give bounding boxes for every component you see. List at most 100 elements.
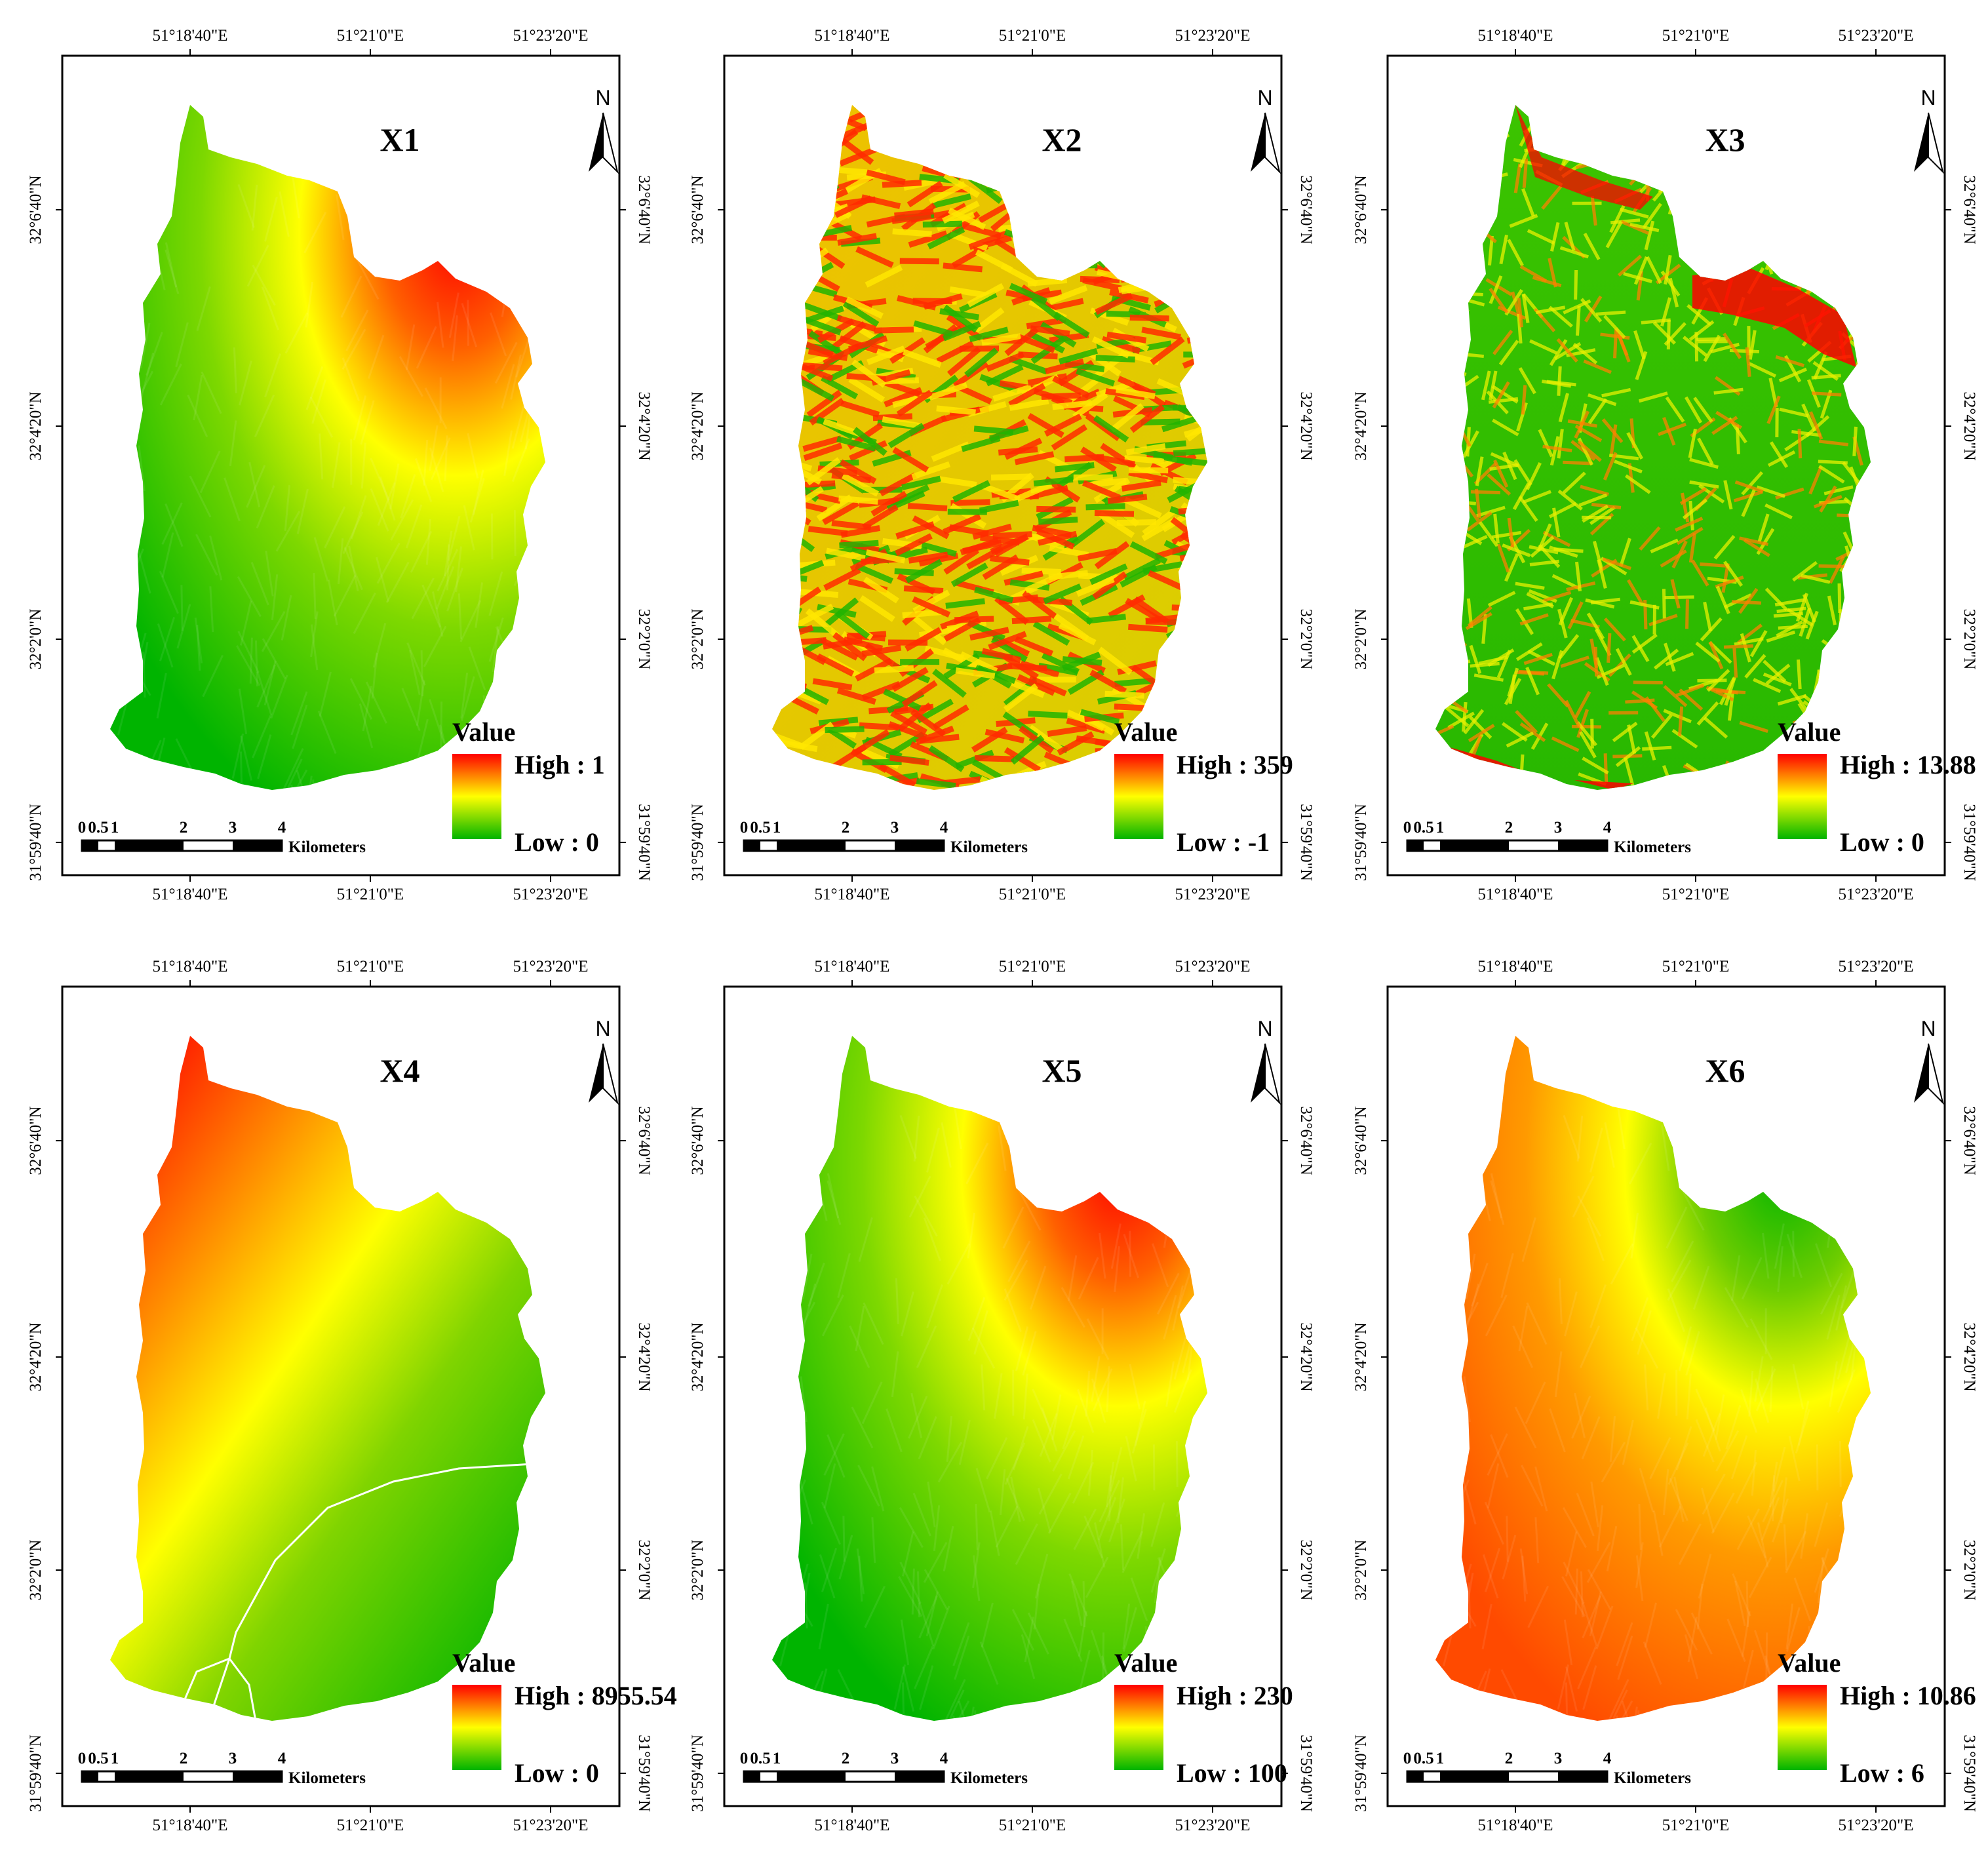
scale-bar-tick-label: 0.5 — [88, 819, 108, 836]
y-coordinate-label-left: 32°6'40"N — [1352, 1106, 1370, 1175]
x-coordinate-label-bottom: 51°18'40"E — [1478, 1817, 1553, 1834]
scale-bar-tick-label: 0 — [78, 819, 87, 836]
x-coordinate-label-top: 51°18'40"E — [1478, 27, 1553, 45]
x-coordinate-label-top: 51°21'0"E — [999, 958, 1066, 975]
scale-bar-tick-label: 1 — [1436, 1750, 1445, 1767]
svg-text:N: N — [1920, 86, 1936, 109]
legend-color-ramp — [452, 754, 501, 839]
y-coordinate-label-left: 32°2'0"N — [1352, 609, 1370, 670]
legend-low-value: Low : -1 — [1177, 827, 1270, 857]
legend-color-ramp — [1778, 1685, 1827, 1770]
x-coordinate-label-top: 51°23'20"E — [1175, 27, 1251, 45]
y-coordinate-label-left: 32°4'20"N — [27, 1322, 45, 1391]
x-coordinate-label-top: 51°18'40"E — [815, 958, 890, 975]
y-coordinate-label-left: 32°6'40"N — [689, 1106, 707, 1175]
scale-bar-tick-label: 4 — [1603, 1750, 1612, 1767]
x-coordinate-label-top: 51°23'20"E — [1839, 27, 1914, 45]
scale-bar-tick-label: 0 — [78, 1750, 87, 1767]
legend-heading: Value — [452, 717, 515, 747]
map-panel-x3: 51°18'40"E 51°18'40"E 51°21'0"E 51°21'0"E 51… — [1325, 0, 1978, 915]
scale-bar-tick-label: 4 — [940, 1750, 948, 1767]
y-coordinate-label-right: 32°6'40"N — [635, 1106, 653, 1175]
y-coordinate-label-left: 32°4'20"N — [689, 1322, 707, 1391]
scale-bar-tick-label: 2 — [1505, 819, 1513, 836]
map-panel-x4: 51°18'40"E 51°18'40"E 51°21'0"E 51°21'0"E 51… — [0, 931, 677, 1845]
y-coordinate-label-left: 31°59'40"N — [689, 804, 707, 881]
scale-bar-tick-label: 2 — [842, 1750, 850, 1767]
svg-text:N: N — [1920, 1017, 1936, 1040]
map-panel-x2: 51°18'40"E 51°18'40"E 51°21'0"E 51°21'0"E 51… — [662, 0, 1315, 915]
x-coordinate-label-bottom: 51°23'20"E — [1839, 886, 1914, 903]
north-arrow-icon: N — [1914, 1017, 1944, 1105]
x-coordinate-label-bottom: 51°21'0"E — [337, 886, 404, 903]
legend-heading: Value — [1114, 717, 1177, 747]
y-coordinate-label-right: 32°4'20"N — [1297, 391, 1315, 460]
y-coordinate-label-left: 31°59'40"N — [1352, 1735, 1370, 1812]
x-coordinate-label-bottom: 51°23'20"E — [1175, 1817, 1251, 1834]
y-coordinate-label-right: 32°2'0"N — [1297, 1540, 1315, 1601]
y-coordinate-label-left: 32°2'0"N — [689, 609, 707, 670]
legend-color-ramp — [1778, 754, 1827, 839]
legend-low-value: Low : 0 — [1840, 827, 1924, 857]
scale-bar-tick-label: 3 — [229, 1750, 237, 1767]
y-coordinate-label-right: 31°59'40"N — [1960, 804, 1978, 881]
scale-bar-tick-label: 1 — [111, 1750, 119, 1767]
y-coordinate-label-left: 31°59'40"N — [689, 1735, 707, 1812]
x-coordinate-label-top: 51°21'0"E — [337, 27, 404, 45]
scale-bar-tick-label: 4 — [940, 819, 948, 836]
map-panel-x1: 51°18'40"E 51°18'40"E 51°21'0"E 51°21'0"E 51… — [0, 0, 653, 915]
x-coordinate-label-bottom: 51°18'40"E — [153, 1817, 228, 1834]
x-coordinate-label-top: 51°18'40"E — [153, 958, 228, 975]
x-coordinate-label-top: 51°23'20"E — [1175, 958, 1251, 975]
legend-heading: Value — [1778, 717, 1841, 747]
legend-low-value: Low : 100 — [1177, 1758, 1287, 1788]
legend-high-value: High : 230 — [1177, 1681, 1293, 1710]
scale-bar-tick-label: 0.5 — [750, 1750, 770, 1767]
map-panel-x6: 51°18'40"E 51°18'40"E 51°21'0"E 51°21'0"E 51… — [1325, 931, 1978, 1845]
scale-bar-tick-label: 3 — [891, 819, 899, 836]
scale-bar-tick-label: 0.5 — [1413, 819, 1433, 836]
y-coordinate-label-left: 31°59'40"N — [1352, 804, 1370, 881]
scale-bar-tick-label: 0.5 — [1413, 1750, 1433, 1767]
legend-low-value: Low : 0 — [515, 1758, 599, 1788]
x-coordinate-label-bottom: 51°18'40"E — [815, 1817, 890, 1834]
scale-bar-tick-label: 1 — [773, 1750, 781, 1767]
north-arrow-icon: N — [589, 1017, 619, 1105]
y-coordinate-label-right: 32°2'0"N — [1960, 1540, 1978, 1601]
scale-bar-tick-label: 3 — [229, 819, 237, 836]
legend-high-value: High : 10.86 — [1840, 1681, 1976, 1710]
x-coordinate-label-top: 51°21'0"E — [1662, 27, 1729, 45]
x-coordinate-label-bottom: 51°21'0"E — [999, 886, 1066, 903]
y-coordinate-label-left: 32°6'40"N — [27, 175, 45, 244]
legend-high-value: High : 1 — [515, 750, 605, 779]
north-arrow-icon: N — [1251, 1017, 1281, 1105]
y-coordinate-label-left: 32°4'20"N — [689, 391, 707, 460]
legend-color-ramp — [1114, 754, 1163, 839]
y-coordinate-label-right: 31°59'40"N — [1297, 804, 1315, 881]
scale-bar-unit: Kilometers — [288, 838, 366, 856]
x-coordinate-label-top: 51°18'40"E — [815, 27, 890, 45]
scale-bar-unit: Kilometers — [1614, 838, 1691, 856]
legend-high-value: High : 359 — [1177, 750, 1293, 779]
panel-title: X1 — [380, 121, 419, 158]
north-arrow-icon: N — [589, 86, 619, 174]
x-coordinate-label-top: 51°21'0"E — [337, 958, 404, 975]
map-panel-x5: 51°18'40"E 51°18'40"E 51°21'0"E 51°21'0"E 51… — [662, 931, 1315, 1845]
x-coordinate-label-bottom: 51°21'0"E — [1662, 886, 1729, 903]
legend-heading: Value — [452, 1648, 515, 1678]
svg-text:N: N — [1257, 1017, 1272, 1040]
svg-text:N: N — [595, 1017, 610, 1040]
y-coordinate-label-right: 32°6'40"N — [635, 175, 653, 244]
y-coordinate-label-right: 32°4'20"N — [1297, 1322, 1315, 1391]
scale-bar-tick-label: 0 — [740, 819, 749, 836]
y-coordinate-label-right: 32°4'20"N — [1960, 1322, 1978, 1391]
x-coordinate-label-top: 51°18'40"E — [1478, 958, 1553, 975]
scale-bar-tick-label: 4 — [1603, 819, 1612, 836]
x-coordinate-label-bottom: 51°21'0"E — [1662, 1817, 1729, 1834]
legend-color-ramp — [1114, 1685, 1163, 1770]
